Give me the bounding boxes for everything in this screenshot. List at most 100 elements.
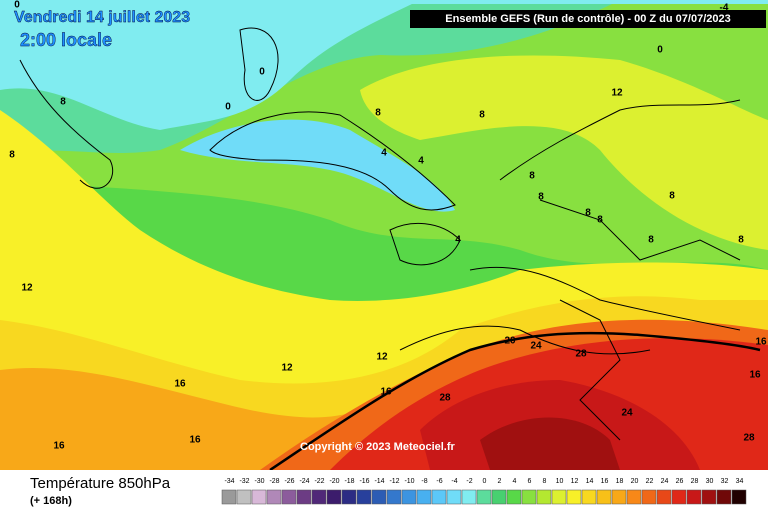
run-banner	[410, 10, 766, 28]
legend-label: 8	[543, 478, 547, 485]
contour-label: 0	[657, 45, 663, 56]
contour-label: 8	[585, 208, 591, 219]
legend-label: 16	[601, 478, 609, 485]
legend-label: -22	[314, 478, 324, 485]
contour-label: 0	[225, 102, 231, 113]
legend-label: -30	[254, 478, 264, 485]
contour-label: 28	[575, 349, 587, 360]
contour-label: 12	[376, 352, 388, 363]
contour-label: 12	[21, 283, 33, 294]
legend-swatch	[506, 489, 522, 505]
isotherms	[269, 331, 761, 472]
legend-swatch	[551, 489, 567, 505]
legend-swatch	[626, 489, 642, 505]
legend-swatch	[386, 489, 402, 505]
legend-label: -32	[239, 478, 249, 485]
legend-label: 10	[556, 478, 564, 485]
contour-label: 24	[530, 341, 542, 352]
legend-swatch	[311, 489, 327, 505]
contour-label: 8	[479, 110, 485, 121]
legend-swatch	[326, 489, 342, 505]
legend-label: -18	[344, 478, 354, 485]
legend-swatch	[296, 489, 312, 505]
legend-label: -28	[269, 478, 279, 485]
legend-swatch	[401, 489, 417, 505]
legend-swatch	[596, 489, 612, 505]
contour-label: 0	[259, 67, 265, 78]
contour-label: 8	[597, 215, 603, 226]
contour-label: 16	[755, 337, 767, 348]
legend-label: 14	[586, 478, 594, 485]
legend-label: 12	[571, 478, 579, 485]
contour-label: 28	[439, 393, 451, 404]
contour-label: 8	[648, 235, 654, 246]
legend-swatch	[371, 489, 387, 505]
legend-label: -12	[389, 478, 399, 485]
legend-swatch	[536, 489, 552, 505]
legend-swatch	[656, 489, 672, 505]
contour-label: -4	[720, 3, 729, 14]
contour-label: 16	[189, 435, 201, 446]
legend-swatch	[416, 489, 432, 505]
legend-label: 18	[616, 478, 624, 485]
legend-swatch	[731, 489, 747, 505]
contour-label: 8	[538, 192, 544, 203]
legend-label: 34	[736, 478, 744, 485]
contour-label: 24	[621, 408, 633, 419]
coastlines	[19, 27, 741, 441]
legend-swatch	[701, 489, 717, 505]
contour-label: 8	[669, 191, 675, 202]
legend-swatch	[221, 489, 237, 505]
legend-label: -8	[421, 478, 427, 485]
legend-label: 6	[528, 478, 532, 485]
legend-label: 4	[513, 478, 517, 485]
contour-label: 8	[60, 97, 66, 108]
legend-swatch	[686, 489, 702, 505]
legend-swatch	[476, 489, 492, 505]
contour-label: 20	[504, 336, 516, 347]
legend-swatch	[356, 489, 372, 505]
legend-swatch	[251, 489, 267, 505]
legend-label: 28	[691, 478, 699, 485]
legend-label: -26	[284, 478, 294, 485]
contour-label: 8	[738, 235, 744, 246]
contour-label: 8	[375, 108, 381, 119]
contour-label: 4	[418, 156, 424, 167]
legend-swatch	[671, 489, 687, 505]
legend-label: -6	[436, 478, 442, 485]
legend-swatch	[431, 489, 447, 505]
contour-label: 8	[529, 171, 535, 182]
contour-label: 4	[381, 148, 387, 159]
contour-label: 8	[9, 150, 15, 161]
temperature-field	[0, 0, 768, 470]
legend-swatch	[461, 489, 477, 505]
legend-label: -20	[329, 478, 339, 485]
legend-label: -24	[299, 478, 309, 485]
legend-swatch	[341, 489, 357, 505]
contour-label: 16	[53, 441, 65, 452]
legend-swatch	[266, 489, 282, 505]
footer-lead: (+ 168h)	[30, 495, 72, 507]
legend: -34 -32 -30 -28 -26 -24 -22 -20 -18 -16 -14 -12 -10-…	[221, 478, 747, 505]
legend-label: 24	[661, 478, 669, 485]
contour-label: 12	[281, 363, 293, 374]
legend-label: -4	[451, 478, 457, 485]
legend-label: -34	[224, 478, 234, 485]
contour-label: 16	[749, 370, 761, 381]
legend-label: 0	[483, 478, 487, 485]
contour-label: 16	[174, 379, 186, 390]
legend-swatch	[716, 489, 732, 505]
contour-label: 0	[14, 0, 20, 11]
legend-swatch	[491, 489, 507, 505]
legend-swatch	[611, 489, 627, 505]
legend-swatch	[236, 489, 252, 505]
legend-label: -10	[404, 478, 414, 485]
legend-swatch	[566, 489, 582, 505]
legend-label: -16	[359, 478, 369, 485]
legend-label: 2	[498, 478, 502, 485]
footer-title: Température 850hPa	[30, 475, 171, 492]
legend-label: 26	[676, 478, 684, 485]
legend-swatch	[521, 489, 537, 505]
contour-label: 16	[380, 387, 392, 398]
